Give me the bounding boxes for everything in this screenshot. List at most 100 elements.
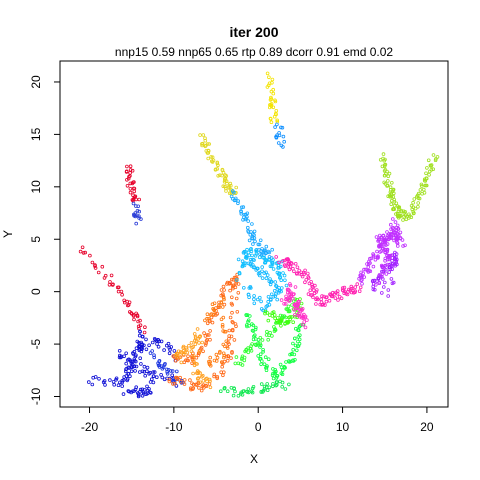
data-point [383, 157, 387, 162]
data-point [131, 201, 136, 206]
data-point [216, 163, 220, 168]
data-point [272, 114, 277, 119]
data-point [151, 370, 156, 374]
data-point [275, 118, 280, 123]
data-point [278, 313, 283, 318]
data-point [145, 365, 150, 370]
data-point [295, 271, 300, 276]
data-point [271, 382, 275, 386]
data-point [269, 292, 274, 297]
data-point [204, 384, 209, 389]
data-point [431, 167, 436, 172]
data-point [127, 300, 132, 305]
data-point [386, 174, 391, 179]
data-point [245, 313, 250, 317]
data-point [312, 291, 317, 296]
data-point [299, 307, 303, 312]
data-point [297, 337, 302, 342]
data-point [296, 303, 301, 307]
data-point [233, 285, 238, 290]
data-point [215, 355, 220, 360]
data-point [287, 308, 291, 313]
data-point [286, 320, 291, 324]
data-point [303, 315, 307, 320]
data-point [289, 294, 293, 299]
data-point [116, 289, 121, 294]
data-point [376, 254, 380, 259]
data-point [379, 274, 384, 279]
data-point [342, 289, 347, 294]
data-point [197, 349, 202, 354]
data-point [269, 95, 273, 100]
data-point [127, 174, 131, 179]
data-point [130, 181, 135, 186]
data-point [245, 211, 250, 216]
data-point [138, 370, 142, 374]
data-point [200, 374, 204, 379]
data-point [268, 103, 272, 107]
data-point [390, 281, 395, 286]
data-point [391, 207, 396, 212]
data-point [115, 285, 120, 290]
data-point [287, 292, 292, 296]
data-point [367, 259, 371, 264]
data-point [170, 369, 175, 373]
data-point [296, 339, 300, 344]
data-point [117, 348, 122, 353]
data-point [175, 377, 180, 382]
data-point [185, 358, 190, 362]
data-point [223, 184, 227, 189]
data-point [374, 235, 379, 239]
data-point [247, 286, 252, 290]
y-tick-label: -10 [29, 388, 43, 406]
data-point [132, 357, 137, 361]
data-point [280, 380, 285, 385]
data-point [299, 313, 304, 318]
x-axis-label: X [250, 452, 258, 466]
data-point [230, 295, 234, 300]
data-point [154, 338, 159, 343]
data-point [258, 252, 262, 256]
data-point [139, 347, 144, 352]
data-point [108, 280, 112, 284]
data-point [265, 329, 269, 334]
data-point [125, 378, 129, 383]
data-point [287, 359, 291, 363]
data-point [321, 302, 326, 307]
data-point [228, 288, 232, 293]
data-point [247, 238, 252, 243]
data-point [122, 354, 126, 359]
data-point [181, 344, 186, 349]
data-point [333, 296, 338, 300]
data-point [215, 167, 220, 171]
data-point [192, 354, 196, 358]
data-point [410, 207, 415, 212]
data-point [384, 272, 389, 276]
data-point [267, 75, 271, 80]
data-point [205, 316, 209, 321]
data-point [119, 355, 123, 360]
data-point [109, 273, 114, 278]
data-point [263, 355, 268, 360]
data-point [220, 168, 225, 173]
data-point [300, 274, 305, 279]
data-point [339, 296, 344, 301]
data-point [81, 251, 86, 255]
data-point [225, 280, 230, 285]
data-point [111, 379, 116, 384]
data-point [203, 383, 208, 388]
data-point [220, 305, 225, 309]
data-point [124, 369, 128, 374]
data-point [244, 252, 248, 257]
data-point [249, 389, 254, 394]
data-point [234, 185, 239, 190]
data-point [215, 374, 220, 379]
data-point [257, 255, 262, 260]
data-point [365, 262, 369, 266]
data-point [275, 133, 279, 138]
data-point [198, 380, 202, 385]
data-point [178, 379, 183, 384]
data-point [271, 267, 276, 271]
data-point [195, 371, 199, 375]
data-point [134, 197, 138, 202]
